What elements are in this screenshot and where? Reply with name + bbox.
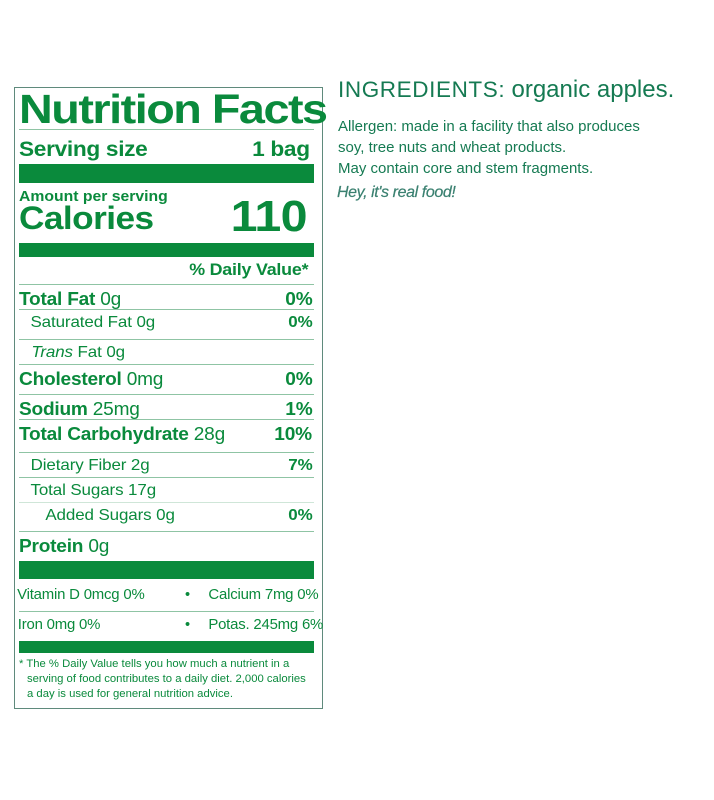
svg-text:Hey, it's real food!: Hey, it's real food! (337, 184, 456, 201)
